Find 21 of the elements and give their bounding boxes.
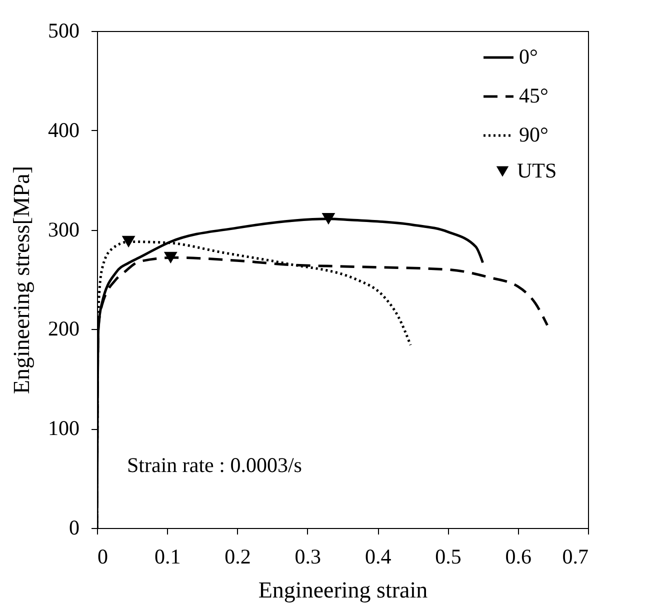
x-axis-title: Engineering strain [258,578,428,602]
y-axis-title: Engineering stress[MPa] [9,166,34,394]
legend-label: 45° [519,84,548,108]
x-tick-label: 0.5 [435,544,462,568]
x-tick-label: 0.1 [154,544,181,568]
annotation: Strain rate : 0.0003/s [127,453,302,477]
x-tick-label: 0.3 [294,544,322,568]
y-tick-label: 300 [48,217,80,242]
x-tick-label: 0.7 [562,544,588,568]
y-tick-label: 100 [48,416,80,440]
y-tick-label: 200 [48,316,80,341]
y-tick-label: 500 [48,18,80,42]
x-tick-label: 0 [98,544,108,568]
y-tick-label: 0 [69,516,80,540]
x-tick-label: 0.6 [505,544,532,568]
x-tick-label: 0.4 [364,544,392,568]
legend-label: UTS [517,158,557,182]
y-tick-label: 400 [48,118,80,142]
legend-label: 0° [519,44,538,68]
x-tick-label: 0.2 [224,544,251,568]
legend-label: 90° [519,122,548,146]
